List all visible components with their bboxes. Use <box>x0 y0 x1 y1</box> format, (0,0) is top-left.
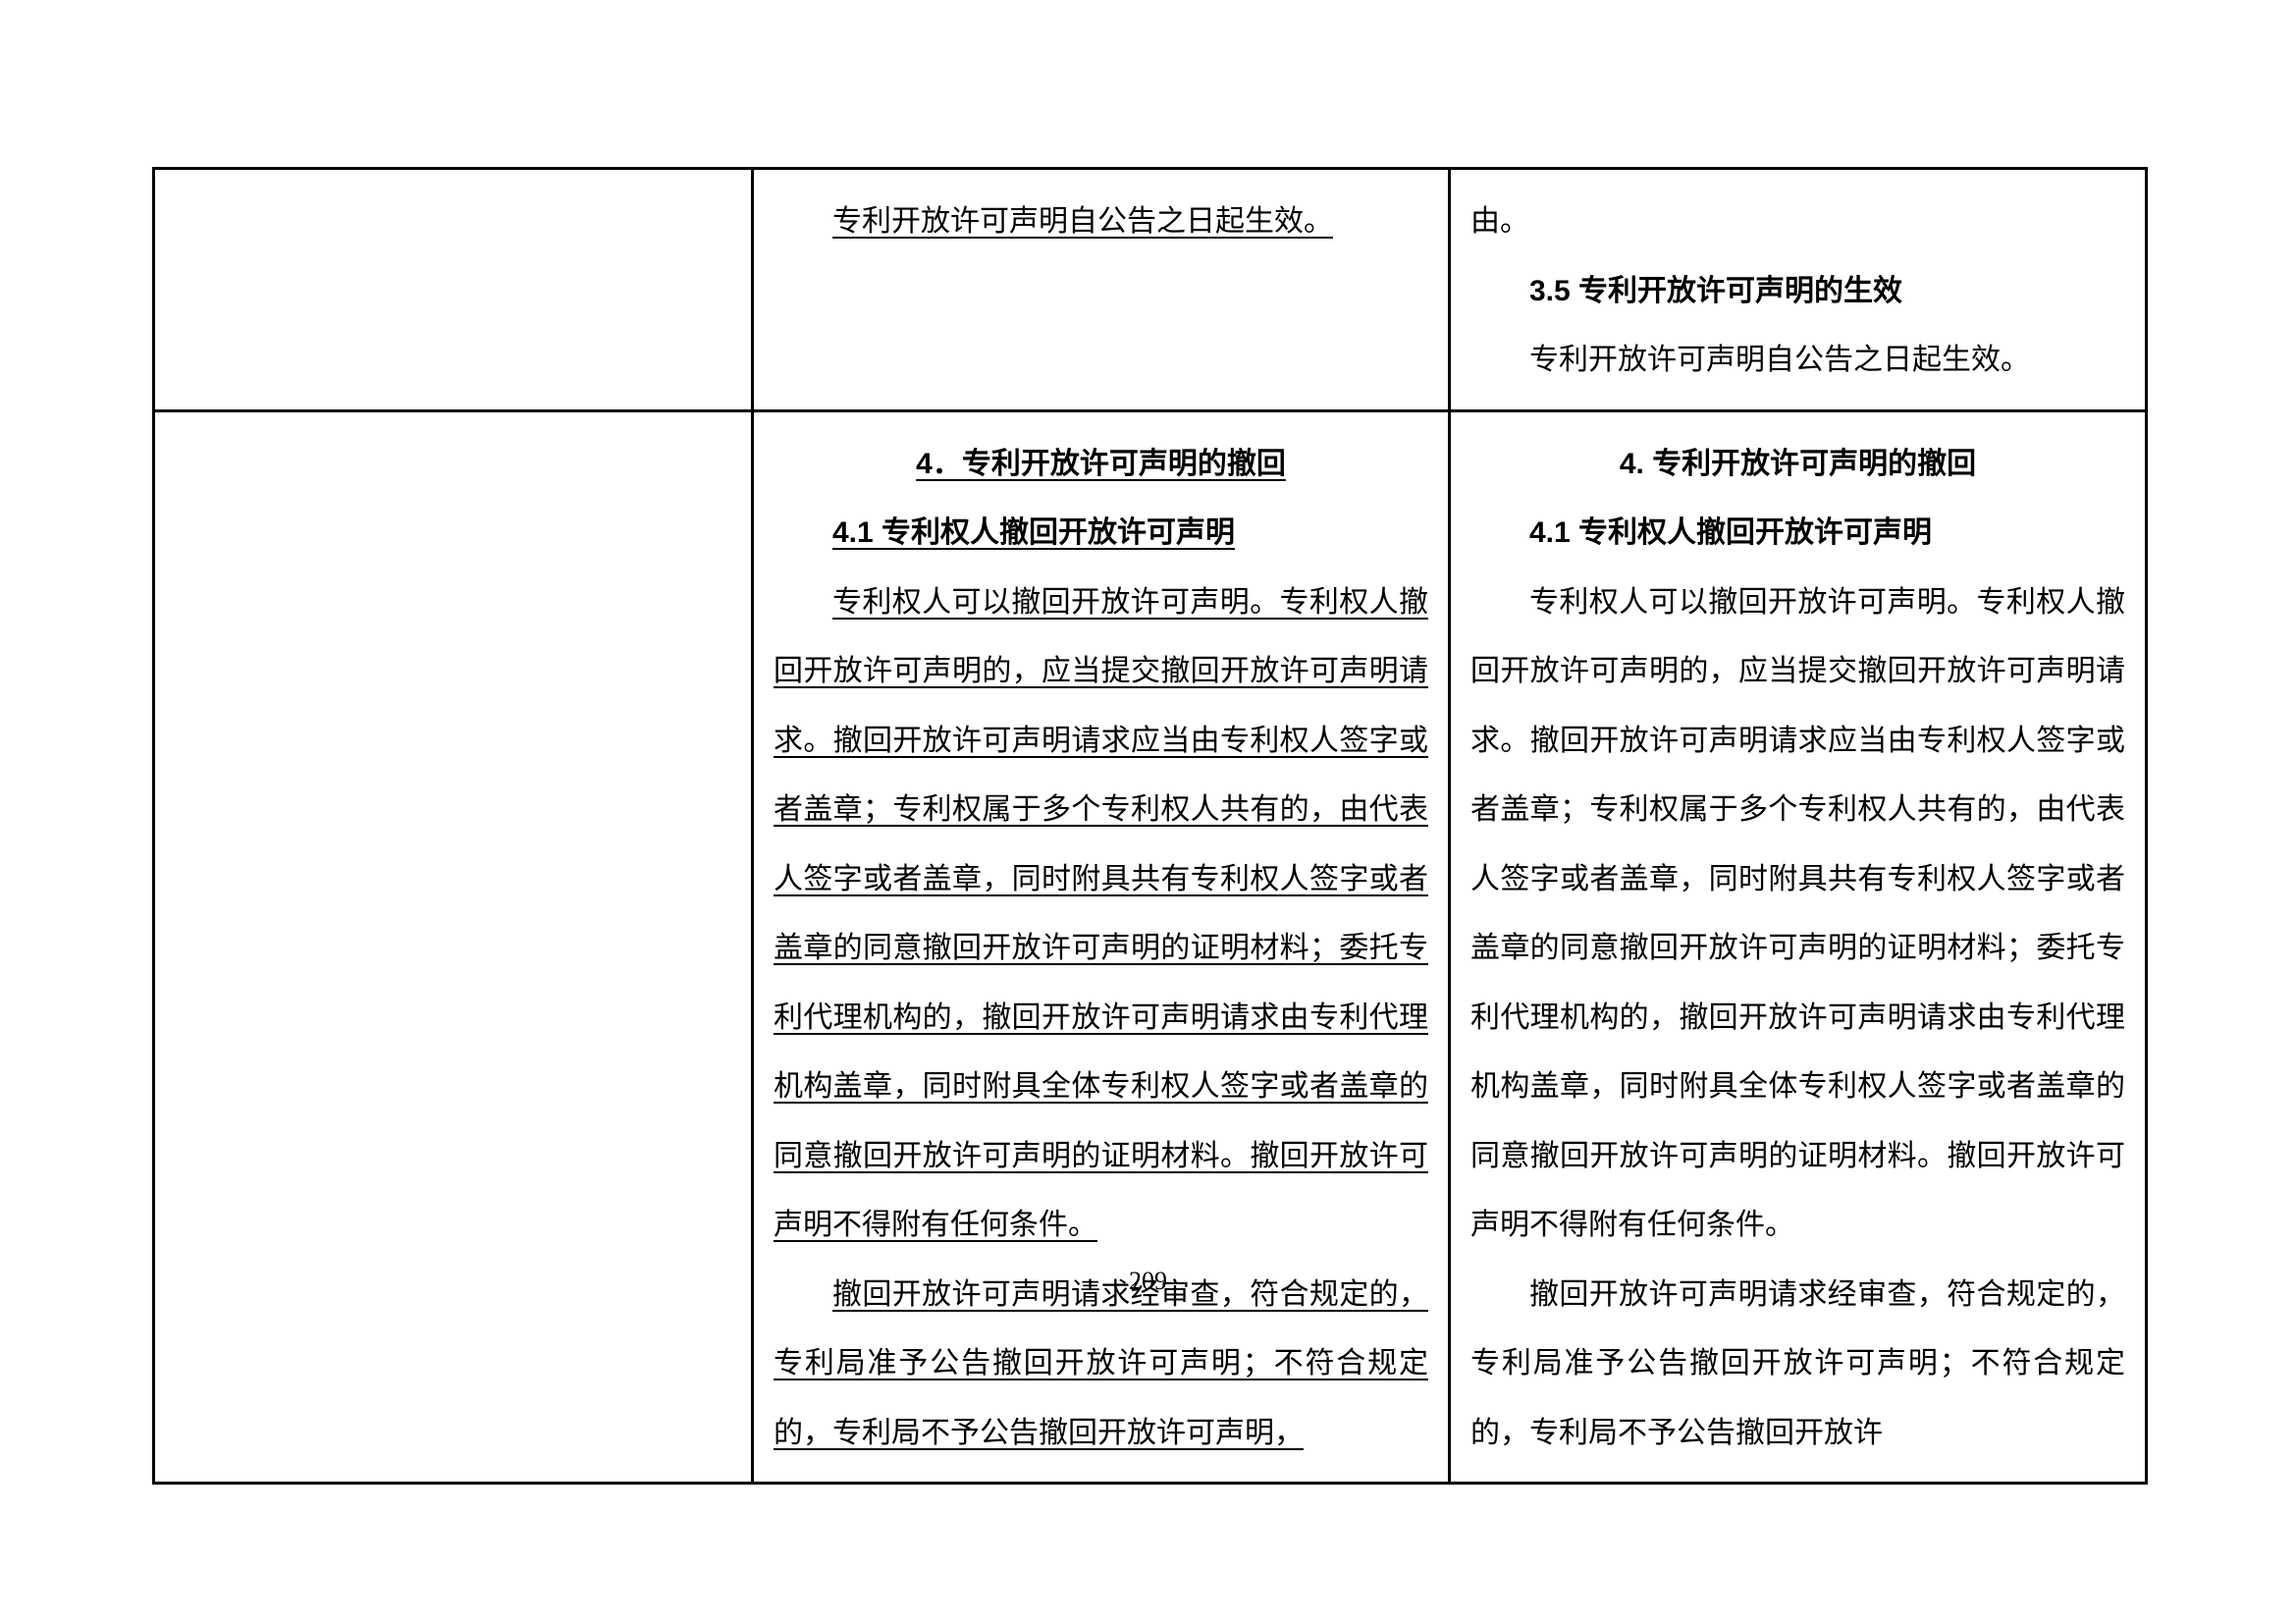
cell-r2-c3: 4. 专利开放许可声明的撤回 4.1 专利权人撤回开放许可声明 专利权人可以撤回… <box>1450 410 2147 1484</box>
r2c2-p1: 专利权人可以撤回开放许可声明。专利权人撤回开放许可声明的，应当提交撤回开放许可声… <box>774 586 1428 1242</box>
cell-r2-c1 <box>154 410 753 1484</box>
cell-r2-c2: 4．专利开放许可声明的撤回 4.1 专利权人撤回开放许可声明 专利权人可以撤回开… <box>753 410 1450 1484</box>
r2c3-h1: 4. 专利开放许可声明的撤回 <box>1470 430 2125 500</box>
r2c2-p2: 撤回开放许可声明请求经审查，符合规定的，专利局准予公告撤回开放许可声明；不符合规… <box>774 1278 1428 1449</box>
page-number: 209 <box>0 1267 2296 1296</box>
r2c2-h2: 4.1 专利权人撤回开放许可声明 <box>832 516 1235 549</box>
r2c2-h1: 4．专利开放许可声明的撤回 <box>916 448 1286 480</box>
cell-r1-c3: 由。 3.5 专利开放许可声明的生效 专利开放许可声明自公告之日起生效。 <box>1450 169 2147 411</box>
r1c3-line1: 由。 <box>1470 188 2125 257</box>
r1c3-line2: 专利开放许可声明自公告之日起生效。 <box>1470 326 2125 396</box>
table-row: 专利开放许可声明自公告之日起生效。 由。 3.5 专利开放许可声明的生效 专利开… <box>154 169 2147 411</box>
r2c3-h2: 4.1 专利权人撤回开放许可声明 <box>1470 499 2125 568</box>
r1c3-heading: 3.5 专利开放许可声明的生效 <box>1470 257 2125 327</box>
cell-r1-c2: 专利开放许可声明自公告之日起生效。 <box>753 169 1450 411</box>
cell-r1-c1 <box>154 169 753 411</box>
r2c3-p1: 专利权人可以撤回开放许可声明。专利权人撤回开放许可声明的，应当提交撤回开放许可声… <box>1470 568 2125 1261</box>
table-row: 4．专利开放许可声明的撤回 4.1 专利权人撤回开放许可声明 专利权人可以撤回开… <box>154 410 2147 1484</box>
r1c2-line1: 专利开放许可声明自公告之日起生效。 <box>832 205 1333 238</box>
